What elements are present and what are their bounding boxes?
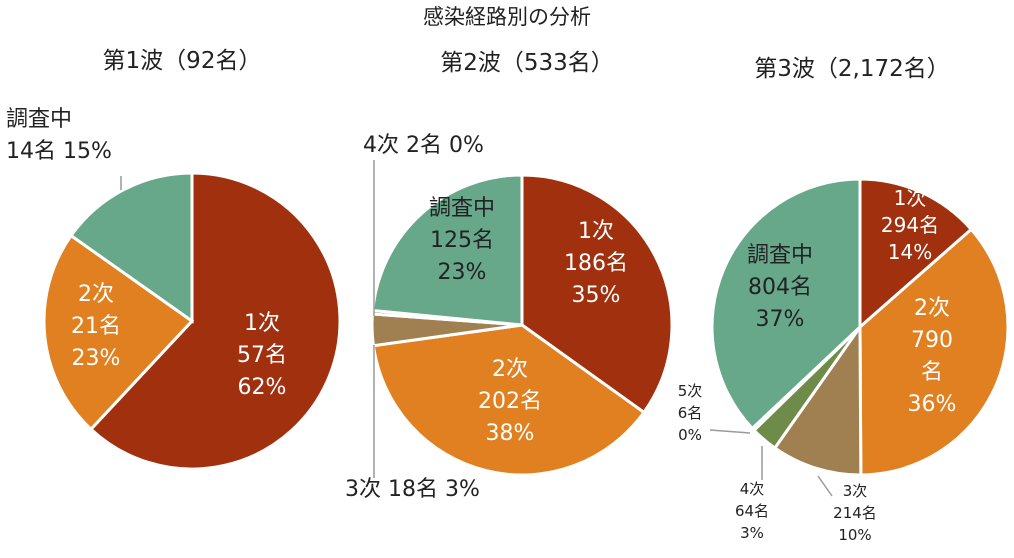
pie-3-label-line: 790: [911, 328, 953, 353]
pie-1-label-second: 2次 21名 23%: [71, 282, 121, 371]
pie-2-label-line: 2次: [492, 357, 528, 382]
pie-3-slice-investigating: [710, 177, 862, 431]
pie-2-label-first: 1次 186名 35%: [564, 219, 628, 308]
pie-3-label-line: 10%: [838, 526, 871, 544]
chart-main-title: 感染経路別の分析: [423, 5, 591, 29]
pie-2-label-second: 2次 202名 38%: [478, 357, 542, 446]
pie-1-slice-first: [88, 171, 342, 471]
pie-3-label-line: 3次: [843, 482, 868, 500]
pie-chart-3: 1次 294名 14% 2次 790 名 36% 3次 214名 10% 4次 64名 3% 5次 6名 0%…: [678, 177, 1010, 544]
pie-2-label-line: 202名: [478, 389, 542, 414]
pie-3-label-line: 5次: [678, 382, 703, 400]
pie-3-slice-second: [858, 227, 1010, 477]
pie-3-label-line: 294名: [881, 213, 939, 237]
pie-2-slice-investigating: [371, 173, 524, 327]
pie-3-leader-fifth: [709, 429, 751, 434]
pie-3-label-line: 36%: [908, 392, 957, 417]
pie-3-label-line: 37%: [756, 307, 805, 332]
pie-1-label-line: 14名 15%: [6, 139, 112, 164]
pie-2-label-line: 125名: [430, 228, 494, 253]
pie-3-label-investigating: 調査中 804名 37%: [747, 243, 813, 332]
pie-1-label-line: 21名: [71, 314, 121, 339]
pie-1-label-line: 23%: [72, 346, 121, 371]
pie-3-label-line: 214名: [833, 504, 877, 522]
pie-2-label-fourth: 4次 2名 0%: [363, 133, 484, 158]
pie-1-slice-second: [42, 233, 195, 432]
pie-3-slice-third: [772, 322, 863, 477]
pie-2-label-line: 186名: [564, 251, 628, 276]
pie-3-label-line: 1次: [894, 186, 927, 210]
pie-1-label-line: 調査中: [6, 107, 72, 132]
pie-3-label-fifth: 5次 6名 0%: [678, 382, 703, 444]
pie-3-leader-third: [817, 475, 833, 497]
pie-2-slice-second: [371, 323, 647, 477]
pie-3-label-line: 14%: [888, 240, 932, 264]
pie-3-label-third: 3次 214名 10%: [833, 482, 877, 544]
pie-3-label-line: 名: [921, 360, 943, 385]
pie-3-label-second: 2次 790 名 36%: [908, 296, 957, 417]
pie-2-label-line: 35%: [572, 283, 621, 308]
chart-3-title: 第3波（2,172名）: [754, 56, 949, 82]
pie-3-label-first: 1次 294名 14%: [881, 186, 939, 264]
pie-1-slice-investigating: [68, 171, 194, 324]
pie-2-label-line: 1次: [578, 219, 614, 244]
pie-2-label-line: 3次 18名 3%: [345, 477, 480, 502]
pie-3-label-line: 調査中: [747, 243, 813, 268]
pie-1-label-investigating: 調査中 14名 15%: [6, 107, 112, 164]
chart-1-title: 第1波（92名）: [103, 48, 262, 74]
chart-2-title: 第2波（533名）: [440, 50, 614, 76]
pie-3-label-line: 2次: [914, 296, 950, 321]
pie-2-label-third: 3次 18名 3%: [345, 477, 480, 502]
pie-3-label-fourth: 4次 64名 3%: [735, 480, 769, 542]
pie-chart-2: 1次 186名 35% 2次 202名 38% 3次 18名 3% 4次 2名 0% 調査中 12…: [345, 133, 674, 502]
pie-2-label-line: 4次 2名 0%: [363, 133, 484, 158]
pie-1-label-line: 62%: [238, 375, 287, 400]
pie-2-label-line: 調査中: [429, 196, 495, 221]
pie-chart-1: 1次 57名 62% 2次 21名 23% 調査中 14名 15%: [6, 107, 342, 471]
pie-3-label-line: 64名: [735, 502, 769, 520]
pie-1-label-line: 2次: [78, 282, 114, 307]
pie-1-label-first: 1次 57名 62%: [237, 311, 287, 400]
pie-1-label-line: 1次: [244, 311, 280, 336]
pie-3-label-line: 4次: [740, 480, 765, 498]
pie-1-label-line: 57名: [237, 343, 287, 368]
pie-3-label-line: 0%: [678, 426, 702, 444]
pie-2-label-line: 23%: [438, 260, 487, 285]
pie-2-label-line: 38%: [486, 421, 535, 446]
pie-3-label-line: 804名: [748, 275, 812, 300]
pie-3-slice-first: [858, 177, 974, 331]
pie-2-label-investigating: 調査中 125名 23%: [429, 196, 495, 285]
pie-3-label-line: 3%: [740, 524, 764, 542]
pie-3-label-line: 6名: [678, 404, 703, 422]
pie-2-slice-first: [520, 173, 674, 415]
